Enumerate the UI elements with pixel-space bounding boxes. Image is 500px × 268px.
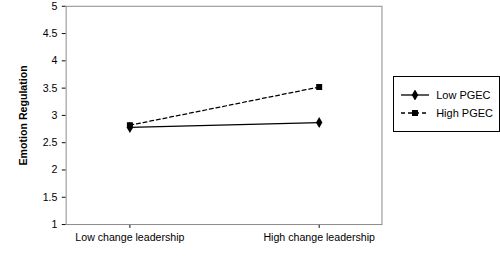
svg-text:Emotion Regulation: Emotion Regulation — [17, 65, 29, 165]
svg-text:3.5: 3.5 — [43, 82, 58, 94]
svg-text:3: 3 — [52, 109, 58, 121]
svg-text:2.5: 2.5 — [43, 136, 58, 148]
svg-text:1: 1 — [52, 218, 58, 230]
svg-text:2: 2 — [52, 163, 58, 175]
html-text:Low PGEC: Low PGEC — [436, 89, 491, 101]
svg-text:High change leadership: High change leadership — [263, 231, 375, 243]
svg-text:1.5: 1.5 — [43, 191, 58, 203]
html-text:High PGEC: High PGEC — [436, 107, 493, 119]
svg-text:5: 5 — [52, 0, 58, 12]
svg-text:4.5: 4.5 — [43, 27, 58, 39]
svg-text:4: 4 — [52, 54, 58, 66]
svg-text:Low change leadership: Low change leadership — [75, 231, 184, 243]
